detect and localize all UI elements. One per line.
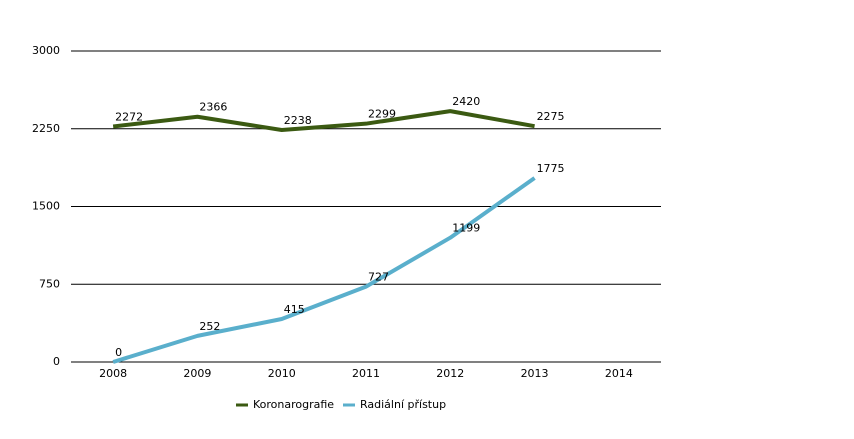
x-tick-label: 2009	[183, 367, 211, 380]
x-tick-label: 2010	[268, 367, 296, 380]
legend-label: Koronarografie	[253, 398, 334, 411]
data-label: 2272	[115, 110, 143, 123]
data-label: 252	[199, 320, 220, 333]
data-label: 1775	[537, 162, 565, 175]
y-tick-label: 2250	[32, 122, 60, 135]
series-line	[112, 109, 535, 132]
data-label: 2275	[537, 110, 565, 123]
data-label: 2238	[284, 114, 312, 127]
legend-label: Radiální přístup	[360, 398, 446, 411]
data-label: 2420	[452, 95, 480, 108]
x-tick-label: 2013	[521, 367, 549, 380]
x-tick-label: 2012	[436, 367, 464, 380]
data-label: 1199	[452, 222, 480, 235]
y-tick-label: 0	[53, 355, 60, 368]
y-tick-label: 1500	[32, 200, 60, 213]
y-tick-label: 750	[39, 277, 60, 290]
series-line	[112, 176, 536, 364]
x-tick-label: 2011	[352, 367, 380, 380]
data-label: 727	[368, 271, 389, 284]
y-tick-label: 3000	[32, 44, 60, 57]
data-label: 0	[115, 346, 122, 359]
data-label: 415	[284, 303, 305, 316]
x-tick-label: 2014	[605, 367, 633, 380]
x-tick-label: 2008	[99, 367, 127, 380]
data-label: 2299	[368, 108, 396, 121]
data-label: 2366	[199, 101, 227, 114]
